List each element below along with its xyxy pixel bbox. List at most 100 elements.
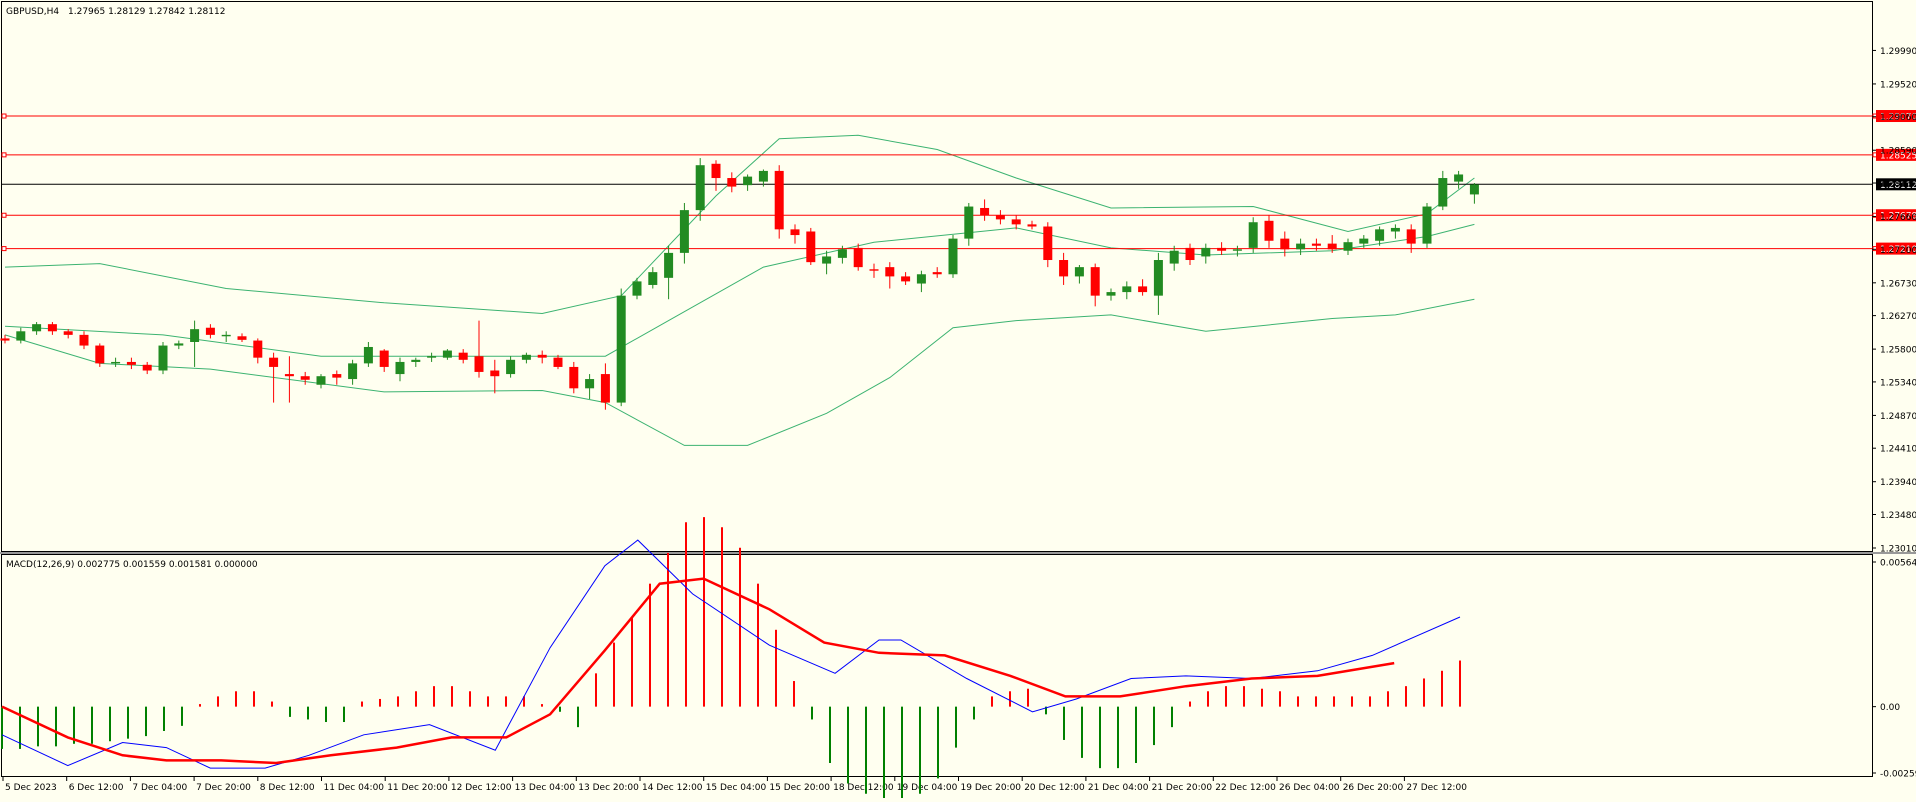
candle: [221, 331, 231, 342]
candle: [1438, 170, 1448, 211]
candle: [569, 361, 579, 394]
macd-signal-line: [1, 577, 1395, 765]
price-level-handle: [1, 152, 7, 158]
candle: [32, 322, 42, 335]
candle-body: [790, 229, 800, 236]
candle: [695, 158, 705, 221]
price-tick-label: 1.27660: [1880, 213, 1916, 223]
price-tick-label: 1.29990: [1880, 47, 1916, 57]
candle: [316, 374, 326, 389]
candle-body: [1264, 220, 1274, 241]
candle-body: [916, 274, 926, 284]
candle-body: [126, 361, 136, 365]
candle-body: [853, 247, 863, 268]
candle-body: [758, 170, 768, 182]
candle: [284, 356, 294, 403]
time-tick-label: 18 Dec 12:00: [833, 783, 894, 793]
candle-body: [158, 345, 168, 371]
candle: [1185, 243, 1195, 266]
candle: [632, 277, 642, 300]
time-tick-label: 7 Dec 04:00: [132, 783, 187, 793]
ohlc-values: 1.27965 1.28129 1.27842 1.28112: [68, 7, 225, 17]
candle-body: [221, 334, 231, 337]
candle: [822, 250, 832, 275]
candle-body: [474, 356, 484, 372]
candle-body: [363, 346, 373, 364]
candle-body: [711, 163, 721, 179]
candle: [679, 202, 689, 264]
candle-body: [521, 354, 531, 360]
macd-tick-label: 0.005646: [1880, 559, 1916, 569]
candle: [869, 263, 879, 278]
price-level-handle: [1, 212, 7, 218]
candle: [774, 165, 784, 239]
candle-body: [600, 374, 610, 403]
candle: [363, 341, 373, 367]
time-tick-label: 21 Dec 04:00: [1088, 783, 1149, 793]
candle: [837, 245, 847, 264]
price-tick-label: 1.27200: [1880, 246, 1916, 256]
time-tick-label: 5 Dec 2023: [5, 783, 57, 793]
candle: [142, 361, 152, 375]
candle: [727, 172, 737, 193]
candle-body: [948, 238, 958, 275]
candle-body: [616, 295, 626, 403]
candle: [521, 352, 531, 364]
candle: [806, 227, 816, 266]
candle-body: [332, 374, 342, 378]
candle-body: [964, 206, 974, 239]
candle-body: [1043, 226, 1053, 261]
price-tick-label: 1.28130: [1880, 180, 1916, 190]
candle-body: [458, 352, 468, 360]
candle: [1280, 231, 1290, 257]
macd-label: MACD(12,26,9) 0.002775 0.001559 0.001581…: [6, 560, 258, 570]
candle-body: [316, 376, 326, 385]
time-tick-label: 6 Dec 12:00: [69, 783, 124, 793]
candle: [1232, 245, 1242, 257]
price-tick-label: 1.25800: [1880, 346, 1916, 356]
candle: [63, 329, 73, 339]
price-level-tag: [1876, 148, 1916, 161]
candle: [600, 363, 610, 410]
candle: [411, 357, 421, 367]
candle: [395, 357, 405, 382]
candle-body: [774, 170, 784, 230]
candle: [174, 340, 184, 350]
candle-body: [822, 256, 832, 264]
candle-body: [174, 343, 184, 346]
candle-body: [1422, 206, 1432, 244]
price-level-label: 1.27210: [1880, 245, 1916, 255]
candle: [1454, 170, 1464, 189]
candle-body: [348, 363, 358, 380]
candle-body: [205, 327, 215, 335]
time-tick-label: 15 Dec 04:00: [706, 783, 767, 793]
price-tick-label: 1.28590: [1880, 147, 1916, 157]
candle-body: [395, 361, 405, 375]
candle: [995, 210, 1005, 225]
candle: [1375, 226, 1385, 246]
candle: [79, 331, 89, 350]
symbol-label: GBPUSD,H4: [6, 7, 59, 17]
time-tick-label: 8 Dec 12:00: [260, 783, 315, 793]
candle: [1311, 238, 1321, 251]
candle: [379, 349, 389, 372]
candle-body: [1390, 227, 1400, 232]
candle: [506, 356, 516, 378]
candlestick-series: [0, 158, 1479, 410]
candle: [648, 267, 658, 289]
candle-body: [411, 359, 421, 362]
candle: [1169, 245, 1179, 271]
candle: [1264, 215, 1274, 248]
candle: [126, 357, 136, 370]
price-tick-label: 1.24870: [1880, 412, 1916, 422]
candle: [1422, 202, 1432, 248]
candle: [948, 235, 958, 278]
candle: [269, 352, 279, 403]
candle: [158, 341, 168, 375]
candle-body: [1232, 249, 1242, 251]
price-tick-label: 1.29060: [1880, 113, 1916, 123]
bollinger-upper-band: [4, 134, 1475, 315]
horizontal-levels: 1.29070 1.28525 1.27678 1.27210 1.28112: [1, 110, 1916, 255]
candle-body: [932, 272, 942, 275]
